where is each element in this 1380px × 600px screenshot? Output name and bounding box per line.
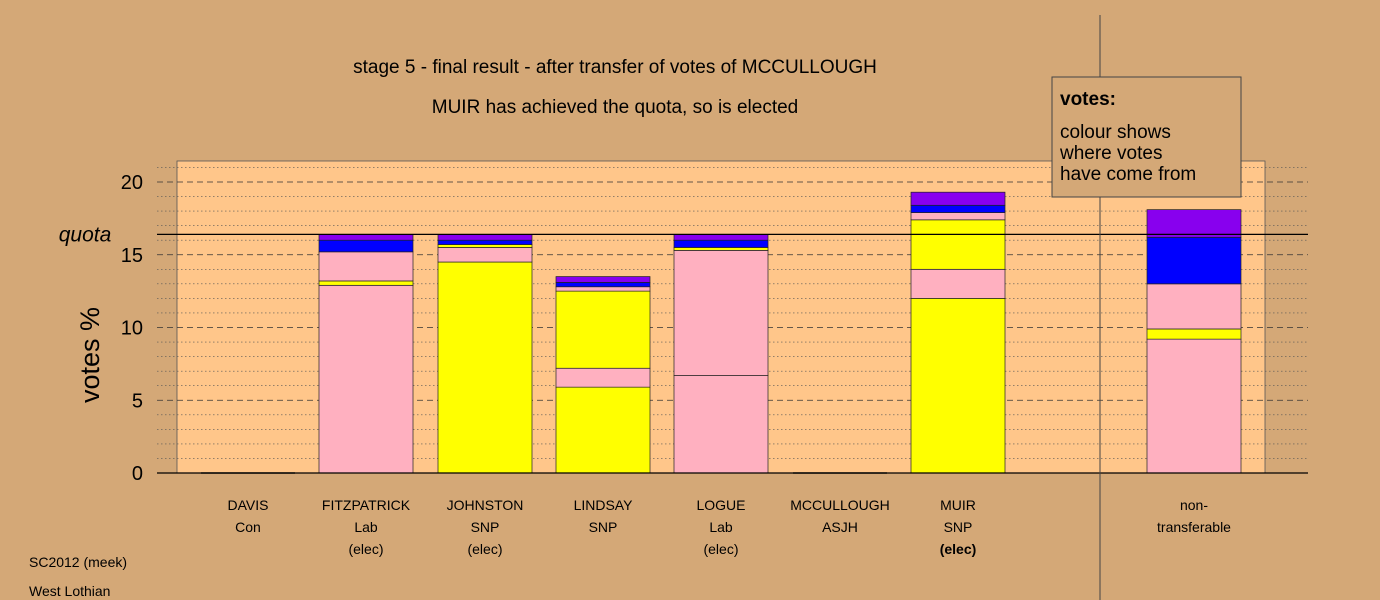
bar-logue-segment-3 (673, 247, 769, 251)
y-tick-label: 10 (121, 318, 143, 340)
candidate-party: SNP (944, 519, 973, 535)
bar-muir-segment-5 (910, 204, 1006, 213)
bar-fitzpatrick-segment-5 (318, 234, 414, 241)
legend-line-3: have come from (1060, 164, 1196, 185)
footer-election: SC2012 (meek) (29, 554, 127, 570)
bar-muir-segment-1 (910, 298, 1006, 474)
candidate-name: DAVIS (228, 497, 269, 513)
bar-fitzpatrick-segment-1 (318, 284, 414, 474)
bar-fitzpatrick-segment-4 (318, 239, 414, 253)
candidate-party: Lab (709, 519, 733, 535)
candidate-party: SNP (471, 519, 500, 535)
bar-nontransferable-segment-4 (1146, 236, 1242, 285)
bar-fitzpatrick-segment-3 (318, 251, 414, 282)
bar-johnston-segment-2 (437, 247, 533, 263)
y-axis: 0 5 10 15 20 (121, 172, 143, 485)
bar-nontransferable-segment-3 (1146, 283, 1242, 330)
bar-johnston-segment-3 (437, 244, 533, 248)
y-tick-label: 0 (132, 463, 143, 485)
bar-lindsay-segment-1 (555, 386, 651, 474)
bar-johnston-segment-1 (437, 261, 533, 474)
bar-muir-segment-2 (910, 268, 1006, 299)
bar-nontransferable-segment-2 (1146, 328, 1242, 340)
candidate-name: MUIR (940, 497, 976, 513)
y-axis-label: votes % (75, 307, 105, 403)
legend-title: votes: (1060, 89, 1116, 110)
bar-logue-segment-1 (673, 375, 769, 474)
candidate-status: (elec) (348, 541, 383, 557)
candidate-status: (elec) (940, 541, 977, 557)
candidate-party: ASJH (822, 519, 858, 535)
bar-lindsay-segment-2 (555, 367, 651, 388)
bar-johnston-segment-5 (437, 234, 533, 241)
bar-logue-segment-4 (673, 239, 769, 248)
legend-line-2: where votes (1059, 143, 1162, 164)
bar-muir-segment-4 (910, 212, 1006, 221)
candidate-status: (elec) (703, 541, 738, 557)
y-tick-label: 15 (121, 245, 143, 267)
chart-subtitle: MUIR has achieved the quota, so is elect… (432, 97, 798, 118)
y-tick-label: 20 (121, 172, 143, 194)
bar-johnston-segment-4 (437, 239, 533, 245)
nontransferable-label: transferable (1157, 519, 1231, 535)
candidate-name: JOHNSTON (447, 497, 524, 513)
footer-ward: West Lothian (29, 583, 110, 599)
legend-line-1: colour shows (1060, 122, 1171, 143)
candidate-name: FITZPATRICK (322, 497, 411, 513)
bar-logue-segment-5 (673, 234, 769, 241)
y-tick-label: 5 (132, 390, 143, 412)
bar-lindsay-segment-4 (555, 286, 651, 292)
legend: votes: colour shows where votes have com… (1051, 76, 1242, 198)
bar-fitzpatrick-segment-2 (318, 280, 414, 286)
quota-label: quota (59, 223, 112, 246)
bar-lindsay-segment-5 (555, 282, 651, 288)
candidate-party: Con (235, 519, 261, 535)
legend-box (1051, 76, 1242, 198)
candidate-status: (elec) (467, 541, 502, 557)
bar-muir-segment-6 (910, 191, 1006, 206)
bar-lindsay-segment-6 (555, 276, 651, 283)
candidate-party: Lab (354, 519, 378, 535)
chart-title: stage 5 - final result - after transfer … (353, 57, 877, 78)
candidate-name: LINDSAY (574, 497, 634, 513)
bar-nontransferable-segment-5 (1146, 209, 1242, 238)
bars (201, 191, 1242, 474)
bar-lindsay-segment-3 (555, 290, 651, 369)
nontransferable-label: non- (1180, 497, 1208, 513)
bar-muir-segment-3 (910, 219, 1006, 270)
candidate-name: LOGUE (696, 497, 745, 513)
x-axis-labels: DAVIS Con FITZPATRICK Lab (elec) JOHNSTON SNP (… (228, 497, 1232, 557)
bar-nontransferable-segment-1 (1146, 338, 1242, 474)
bar-logue-segment-2 (673, 250, 769, 376)
candidate-party: SNP (589, 519, 618, 535)
candidate-name: MCCULLOUGH (790, 497, 890, 513)
